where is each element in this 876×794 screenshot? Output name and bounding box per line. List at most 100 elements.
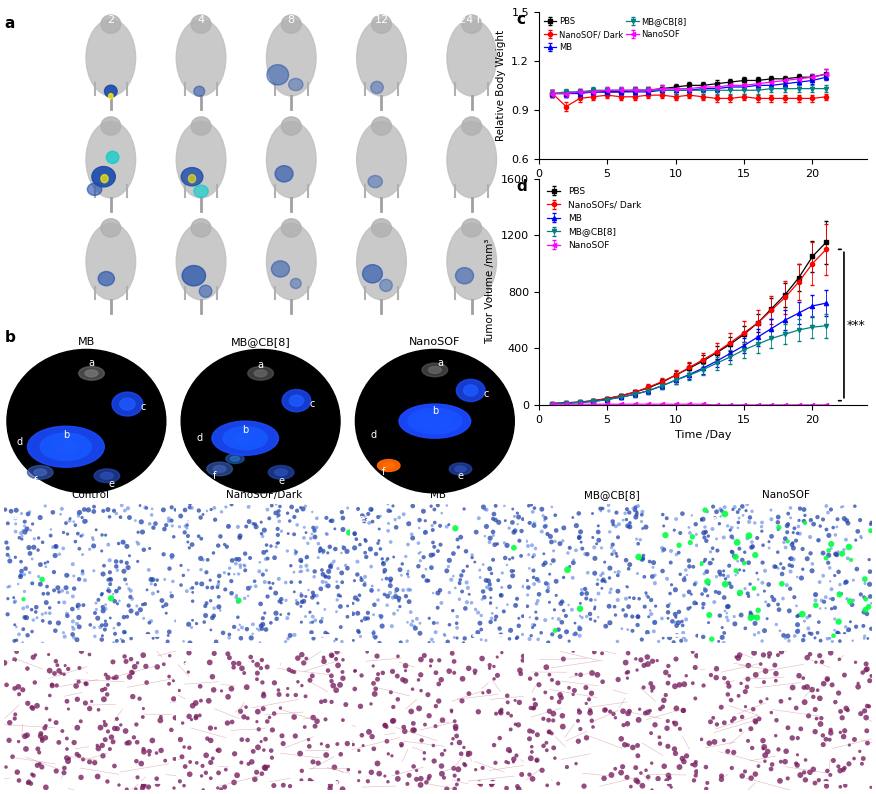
Point <box>552 696 566 708</box>
Text: MB: MB <box>46 58 61 67</box>
Point <box>348 683 362 696</box>
Point <box>388 586 402 599</box>
Point <box>644 607 658 620</box>
Point <box>402 596 416 608</box>
Point <box>459 545 473 557</box>
Point <box>858 603 872 616</box>
Point <box>805 684 819 696</box>
Point <box>823 727 837 739</box>
Point <box>577 780 591 792</box>
Point <box>566 688 580 701</box>
Point <box>718 604 732 617</box>
Point <box>306 611 320 623</box>
Text: e₂: e₂ <box>183 514 196 524</box>
Point <box>463 588 477 601</box>
Ellipse shape <box>356 349 514 493</box>
Point <box>755 525 769 538</box>
Point <box>295 679 309 692</box>
Point <box>31 742 45 755</box>
Point <box>552 613 566 626</box>
Point <box>148 517 162 530</box>
Point <box>457 503 471 515</box>
Point <box>234 632 248 645</box>
Point <box>254 619 268 632</box>
Point <box>334 621 348 634</box>
Point <box>41 556 55 569</box>
Point <box>68 535 82 548</box>
Point <box>413 545 427 558</box>
Point <box>757 741 771 754</box>
Point <box>549 575 563 588</box>
Point <box>647 616 661 629</box>
Point <box>208 647 222 660</box>
Point <box>233 619 247 631</box>
Point <box>120 540 134 553</box>
Point <box>269 498 283 511</box>
Point <box>717 626 731 639</box>
Point <box>258 762 272 775</box>
Point <box>330 738 344 750</box>
Point <box>639 589 653 602</box>
Point <box>480 503 494 516</box>
Point <box>141 628 155 641</box>
Point <box>823 561 837 574</box>
Point <box>477 501 491 514</box>
Point <box>824 542 838 555</box>
Point <box>76 753 90 765</box>
Point <box>675 752 689 765</box>
Point <box>804 514 818 526</box>
Point <box>203 574 217 587</box>
Point <box>789 757 803 770</box>
Point <box>641 591 655 603</box>
Point <box>334 590 348 603</box>
Point <box>449 522 463 534</box>
Point <box>532 678 546 691</box>
Point <box>865 669 876 682</box>
Point <box>585 715 599 727</box>
Point <box>604 542 618 554</box>
Point <box>677 573 691 586</box>
Point <box>699 526 713 538</box>
Point <box>110 671 124 684</box>
Point <box>427 636 441 649</box>
Point <box>24 777 38 790</box>
Point <box>619 592 633 605</box>
Point <box>301 584 315 596</box>
Point <box>575 588 589 600</box>
Point <box>771 598 785 611</box>
Point <box>218 583 232 596</box>
Point <box>581 566 595 579</box>
Point <box>95 601 110 614</box>
Point <box>609 520 623 533</box>
Point <box>865 516 876 529</box>
Point <box>341 562 355 575</box>
Point <box>449 617 463 630</box>
Point <box>49 655 63 668</box>
Point <box>830 549 844 561</box>
Point <box>827 630 841 642</box>
Point <box>272 572 286 585</box>
Point <box>808 777 822 789</box>
Point <box>745 505 759 518</box>
Point <box>744 772 758 784</box>
Point <box>414 773 428 785</box>
Ellipse shape <box>368 175 383 187</box>
Point <box>201 695 215 707</box>
Point <box>744 611 758 624</box>
Point <box>617 719 631 731</box>
Point <box>710 671 724 684</box>
Point <box>813 649 827 662</box>
Point <box>307 711 321 724</box>
Point <box>629 511 643 523</box>
Point <box>44 530 58 542</box>
Point <box>374 510 388 522</box>
Point <box>85 695 99 707</box>
Point <box>824 603 838 615</box>
Point <box>28 676 42 689</box>
Point <box>523 611 537 624</box>
Point <box>484 597 498 610</box>
Point <box>738 557 752 569</box>
Point <box>150 574 164 587</box>
Point <box>371 584 385 596</box>
Point <box>491 669 505 682</box>
